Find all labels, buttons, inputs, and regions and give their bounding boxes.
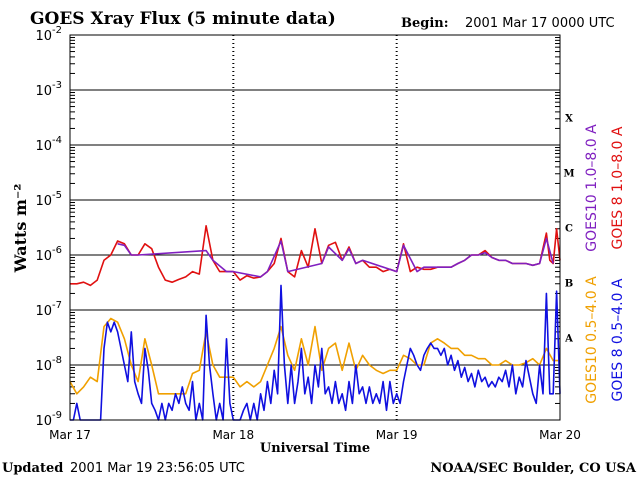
updated-value: 2001 Mar 19 23:56:05 UTC [70,461,245,476]
x-tick-label: Mar 17 [49,428,91,442]
y-tick-base: 10 [35,249,52,264]
y-tick-base: 10 [35,359,52,374]
updated-label: Updated [2,461,63,476]
y-tick-label: 10-5 [35,190,62,209]
y-tick-exponent: -2 [52,25,62,36]
begin-label: Begin: [401,16,449,31]
source-credit: NOAA/SEC Boulder, CO USA [430,461,637,476]
y-tick-label: 10-7 [35,300,62,319]
legend: GOES10 1.0–8.0 A GOES 8 1.0–8.0 A GOES10 0… [584,124,626,404]
begin-value: 2001 Mar 17 0000 UTC [465,16,615,31]
flare-class-label: X [565,114,573,125]
plot-frame [69,34,561,421]
y-tick-label: 10-4 [35,135,62,154]
y-axis-label: Watts m⁻² [11,184,30,274]
y-tick-label: 10-8 [35,355,62,374]
y-tick-exponent: -3 [52,80,62,91]
y-tick-base: 10 [35,139,52,154]
y-tick-label: 10-6 [35,245,62,264]
y-tick-base: 10 [35,84,52,99]
legend-entry: GOES10 0.5–4.0 A [584,276,600,404]
x-tick-labels: Mar 17 Mar 18 Mar 19 Mar 20 [49,428,581,442]
y-tick-exponent: -4 [52,135,62,146]
series-line [69,317,560,395]
y-tick-label: 10-2 [35,25,62,44]
x-tick-label: Mar 20 [539,428,581,442]
legend-entry: GOES 8 1.0–8.0 A [610,126,626,249]
y-tick-base: 10 [35,29,52,44]
flare-class-label: A [564,334,573,345]
series-line [117,237,554,278]
y-tick-exponent: -7 [52,300,62,311]
x-axis-label: Universal Time [260,441,370,456]
series-lines [69,225,561,421]
y-tick-label: 10-9 [35,410,62,429]
legend-entry: GOES 8 0.5–4.0 A [610,278,626,401]
y-tick-exponent: -5 [52,190,62,201]
day-divider-lines [232,35,398,420]
series-line [70,225,561,287]
flare-class-label: B [565,279,573,290]
y-tick-labels: 10-210-310-410-510-610-710-810-9 [35,25,62,429]
flare-class-label: M [563,169,574,180]
flare-class-label: C [565,224,573,235]
y-tick-exponent: -9 [52,410,62,421]
y-tick-base: 10 [35,414,52,429]
x-tick-label: Mar 19 [376,428,418,442]
x-tick-label: Mar 18 [212,428,254,442]
series-line [70,284,561,421]
chart-title: GOES Xray Flux (5 minute data) [30,9,336,29]
y-tick-base: 10 [35,194,52,209]
y-tick-base: 10 [35,304,52,319]
y-tick-label: 10-3 [35,80,62,99]
y-tick-exponent: -8 [52,355,62,366]
y-minor-ticks [70,37,560,404]
flare-class-labels: X M C B A [563,114,574,345]
legend-entry: GOES10 1.0–8.0 A [584,124,600,252]
y-tick-exponent: -6 [52,245,62,256]
